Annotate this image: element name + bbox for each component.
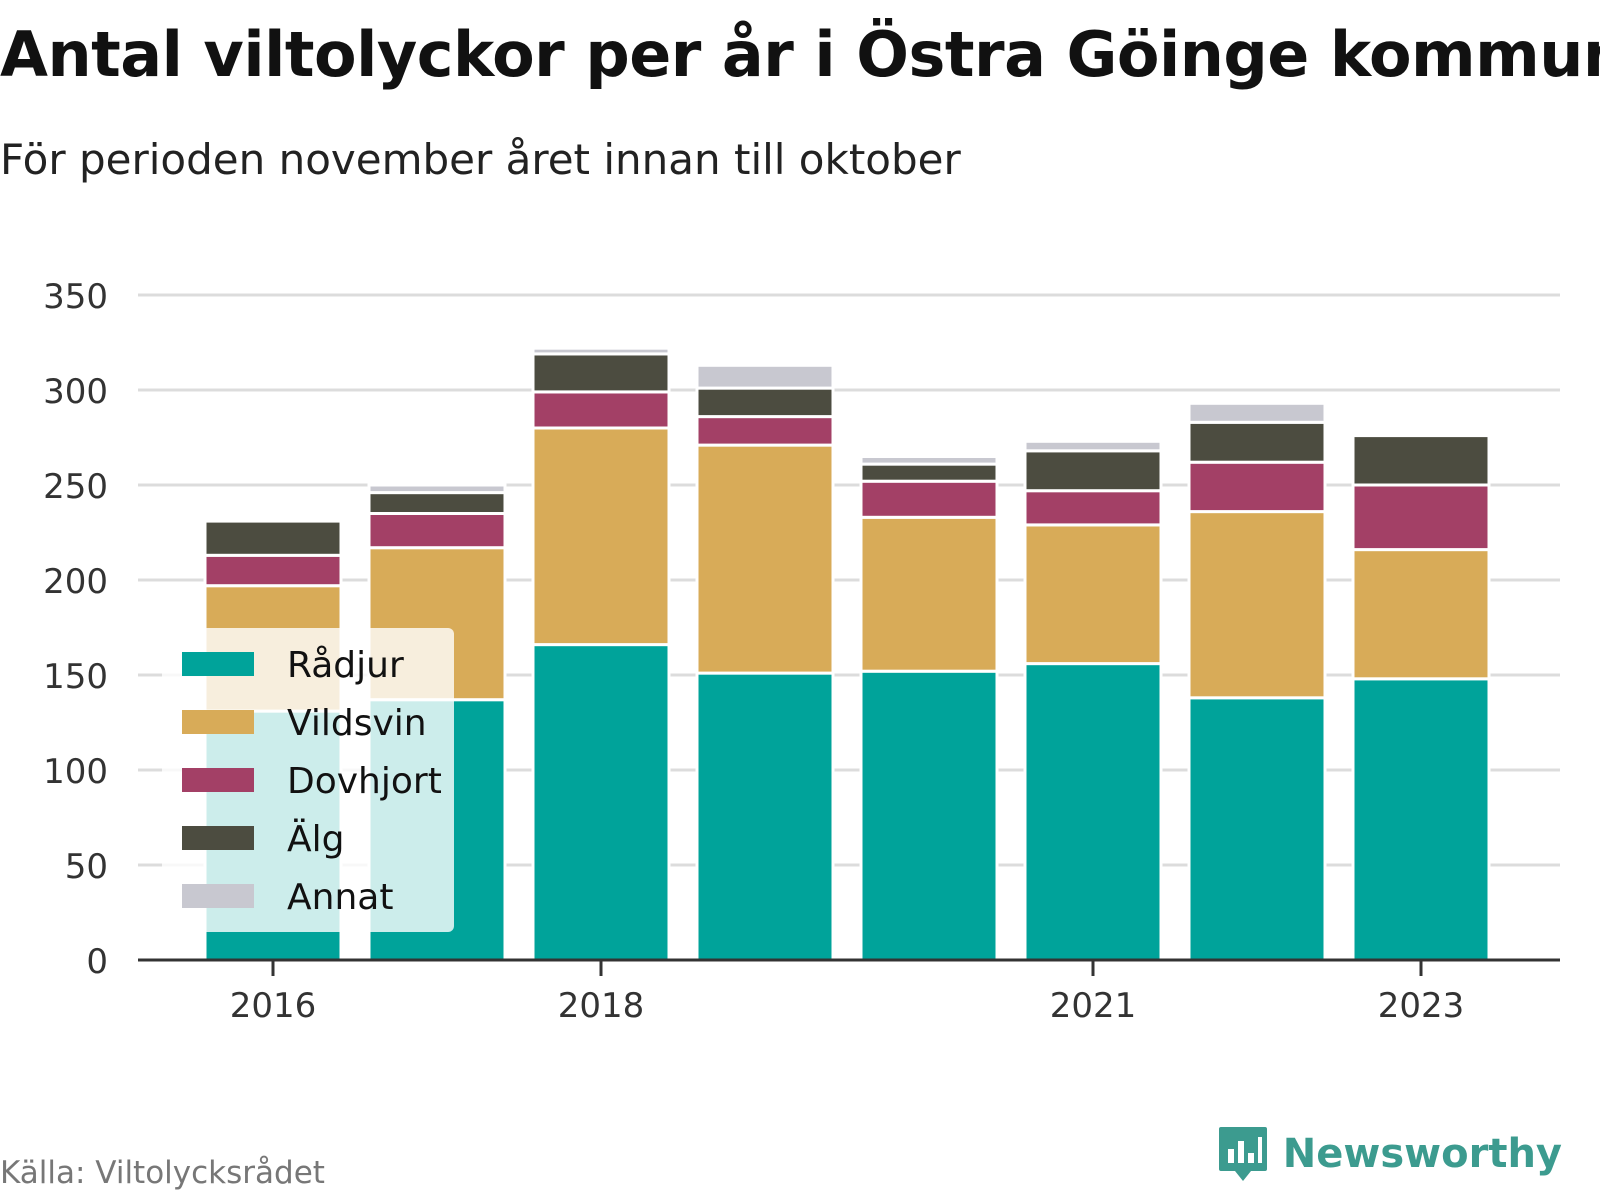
legend-swatch <box>182 826 254 850</box>
bar-segment <box>1187 401 1327 424</box>
y-axis-tick-labels: 0 50 100 150 200 250 300 350 <box>43 277 108 982</box>
bar-segment <box>203 519 343 557</box>
y-tick-label: 200 <box>43 562 108 602</box>
bar-segment <box>531 426 671 647</box>
y-tick-label: 350 <box>43 277 108 317</box>
legend-label: Dovhjort <box>287 761 442 802</box>
bar-segment <box>695 386 835 419</box>
bar-segment <box>859 669 999 962</box>
bar-segment <box>1187 510 1327 700</box>
brand-name: Newsworthy <box>1282 1131 1562 1177</box>
bar-segment <box>1351 434 1491 487</box>
x-tick-label: 2016 <box>230 986 317 1026</box>
bar-segment <box>1023 662 1163 962</box>
legend-swatch <box>182 710 254 734</box>
bar-segment <box>695 671 835 962</box>
chart-subtitle: För perioden november året innan till ok… <box>0 135 961 184</box>
legend-swatch <box>182 884 254 908</box>
y-tick-label: 150 <box>43 657 108 697</box>
x-axis: 2016 2018 2021 2023 <box>138 958 1560 1026</box>
bar-segment <box>695 443 835 675</box>
y-tick-label: 250 <box>43 467 108 507</box>
bar-segment <box>1023 523 1163 666</box>
source-note: Källa: Viltolycksrådet <box>0 1155 325 1191</box>
bar-segment <box>859 462 999 483</box>
legend-swatch <box>182 652 254 676</box>
bar-segment <box>367 483 507 495</box>
legend-background <box>162 628 454 932</box>
x-tick-label: 2018 <box>558 986 645 1026</box>
bar-segment <box>1023 439 1163 453</box>
bar-segment <box>531 390 671 430</box>
legend: Rådjur Vildsvin Dovhjort Älg Annat <box>162 628 454 932</box>
legend-label: Rådjur <box>287 645 404 686</box>
stacked-bar-chart: 0 50 100 150 200 250 300 350 2016 2018 2021 2023 R… <box>43 277 1560 1026</box>
bar-segment <box>531 346 671 356</box>
legend-label: Annat <box>287 877 393 918</box>
bar-segment <box>859 515 999 673</box>
bar-segment <box>531 352 671 394</box>
legend-label: Vildsvin <box>287 703 427 744</box>
bar-segment <box>1187 460 1327 514</box>
bar-segment <box>531 643 671 962</box>
newsworthy-logo-icon <box>1218 1127 1267 1181</box>
y-tick-label: 100 <box>43 752 108 792</box>
bar-segment <box>203 553 343 588</box>
bar-segment <box>1187 420 1327 464</box>
bar-segment <box>695 363 835 390</box>
y-tick-label: 50 <box>65 847 108 887</box>
bar-segment <box>859 455 999 466</box>
bar-segment <box>695 415 835 447</box>
bar-segment <box>1187 696 1327 962</box>
legend-swatch <box>182 768 254 792</box>
x-tick-label: 2021 <box>1050 986 1137 1026</box>
bar-segment <box>1351 483 1491 552</box>
x-tick-label: 2023 <box>1378 986 1465 1026</box>
bar-segment <box>367 491 507 516</box>
bar-segment <box>859 479 999 519</box>
y-tick-label: 300 <box>43 372 108 412</box>
legend-label: Älg <box>287 818 344 860</box>
bar-segment <box>1023 489 1163 527</box>
y-tick-label: 0 <box>86 942 108 982</box>
bar-segment <box>1351 548 1491 681</box>
bar-segment <box>1023 449 1163 493</box>
bar-segment <box>1351 677 1491 962</box>
chart-title: Antal viltolyckor per år i Östra Göinge … <box>0 18 1600 91</box>
bar-segment <box>367 512 507 550</box>
brand-logo: Newsworthy <box>1217 1125 1562 1183</box>
